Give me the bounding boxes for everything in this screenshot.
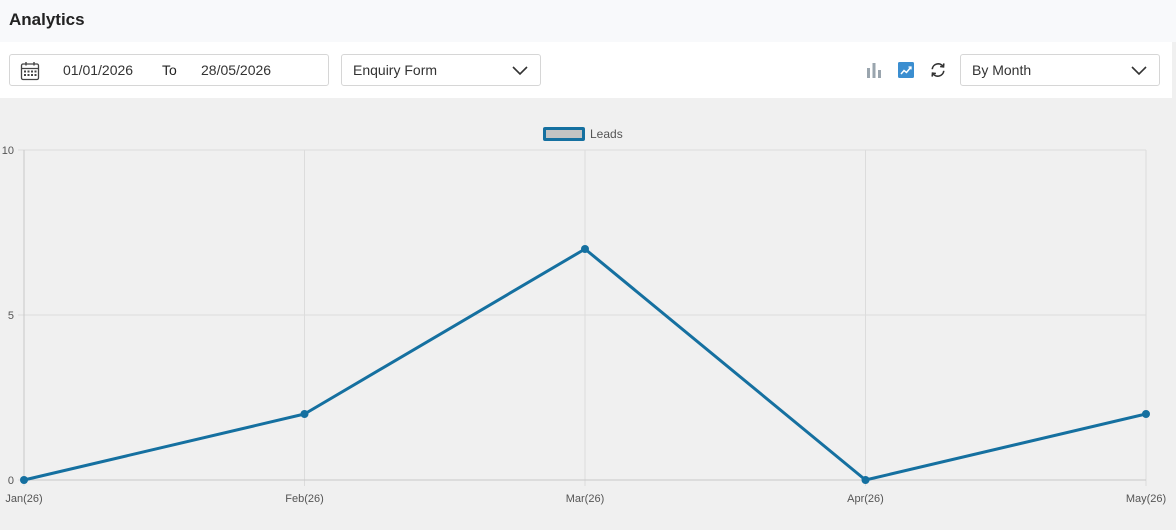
x-tick-label: Apr(26) (847, 493, 884, 505)
chart-area: Leads 0 5 10 Jan(26) Feb(26) Mar(26) Apr(26) Ma… (0, 98, 1176, 530)
chevron-down-icon (1131, 66, 1147, 76)
bar-chart-icon[interactable] (865, 61, 883, 79)
date-to-field[interactable]: 28/05/2026 (201, 62, 272, 78)
data-point (1142, 410, 1150, 418)
page-header: Analytics (0, 0, 1176, 42)
x-tick-label: May(26) (1126, 493, 1166, 505)
date-separator: To (162, 62, 177, 78)
legend-label: Leads (590, 127, 623, 141)
x-tick-label: Mar(26) (566, 493, 605, 505)
x-tick-label: Feb(26) (285, 493, 324, 505)
period-select[interactable]: By Month (960, 54, 1160, 86)
refresh-icon[interactable] (929, 61, 947, 79)
legend-swatch (543, 127, 585, 141)
chevron-down-icon (512, 66, 528, 76)
y-tick-label: 0 (8, 475, 14, 487)
data-point (861, 476, 870, 484)
line-chart-icon[interactable] (897, 61, 915, 79)
line-chart: 0 5 10 Jan(26) Feb(26) Mar(26) Apr(26) May(26) (2, 145, 1166, 505)
period-select-value: By Month (972, 62, 1032, 78)
x-tick-label: Jan(26) (5, 493, 42, 505)
date-range-picker[interactable]: 01/01/2026 To 28/05/2026 (9, 54, 329, 86)
data-point (20, 476, 28, 484)
data-point (300, 410, 309, 418)
y-tick-label: 5 (8, 310, 14, 322)
y-tick-label: 10 (2, 145, 14, 157)
form-select[interactable]: Enquiry Form (341, 54, 541, 86)
data-point (581, 245, 589, 253)
date-from-field[interactable]: 01/01/2026 (63, 62, 134, 78)
page-title: Analytics (9, 10, 85, 29)
calendar-icon[interactable] (20, 61, 40, 81)
filter-toolbar: 01/01/2026 To 28/05/2026 Enquiry Form By… (0, 42, 1172, 98)
form-select-value: Enquiry Form (353, 62, 438, 78)
